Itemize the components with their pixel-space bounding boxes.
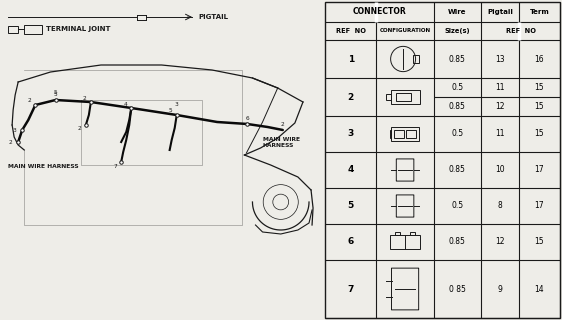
Text: 5: 5 [53, 92, 57, 97]
Text: 17: 17 [534, 202, 544, 211]
Text: 1: 1 [348, 54, 354, 63]
Text: 15: 15 [534, 102, 544, 111]
Text: 14: 14 [534, 284, 544, 293]
Text: Wire: Wire [448, 9, 466, 15]
Text: 15: 15 [534, 83, 544, 92]
Text: 2: 2 [281, 123, 284, 127]
Text: 16: 16 [534, 54, 544, 63]
Text: 13: 13 [495, 54, 505, 63]
Text: 11: 11 [495, 130, 505, 139]
Text: 15: 15 [534, 237, 544, 246]
Text: 9: 9 [497, 284, 502, 293]
Text: 3: 3 [12, 127, 16, 132]
Text: Term: Term [529, 9, 549, 15]
Text: 8: 8 [497, 202, 502, 211]
Text: 10: 10 [495, 165, 505, 174]
Text: REF  NO: REF NO [506, 28, 536, 34]
Text: REF  NO: REF NO [336, 28, 366, 34]
Text: 12: 12 [495, 102, 505, 111]
Text: 0.85: 0.85 [449, 102, 466, 111]
Text: 11: 11 [495, 83, 505, 92]
Text: 3: 3 [348, 130, 354, 139]
Text: 0.85: 0.85 [449, 165, 466, 174]
Text: 0.5: 0.5 [451, 202, 464, 211]
Text: 0.85: 0.85 [449, 54, 466, 63]
Text: 4: 4 [348, 165, 354, 174]
Text: 5: 5 [348, 202, 354, 211]
Text: 4: 4 [123, 101, 127, 107]
Text: 6: 6 [348, 237, 354, 246]
Text: 5: 5 [169, 108, 173, 114]
Text: 12: 12 [495, 237, 505, 246]
Text: 7: 7 [114, 164, 117, 170]
Text: 6: 6 [246, 116, 249, 122]
Text: 2: 2 [78, 126, 81, 132]
Text: CONNECTOR: CONNECTOR [352, 7, 406, 17]
Text: 0.5: 0.5 [451, 83, 464, 92]
Text: 0.85: 0.85 [449, 237, 466, 246]
Text: 0.5: 0.5 [451, 130, 464, 139]
Text: PIGTAIL: PIGTAIL [198, 14, 228, 20]
Text: 2: 2 [83, 95, 87, 100]
Text: 15: 15 [534, 130, 544, 139]
Text: MAIN WIRE HARNESS: MAIN WIRE HARNESS [8, 164, 79, 169]
Text: 0 85: 0 85 [449, 284, 466, 293]
Text: 2: 2 [8, 140, 12, 145]
Text: MAIN WIRE
HARNESS: MAIN WIRE HARNESS [262, 137, 300, 148]
Text: 7: 7 [348, 284, 354, 293]
Text: TERMINAL JOINT: TERMINAL JOINT [47, 26, 111, 32]
Text: Pigtail: Pigtail [487, 9, 513, 15]
Text: 2: 2 [348, 92, 354, 101]
Text: Size(s): Size(s) [445, 28, 470, 34]
Text: 2: 2 [28, 99, 31, 103]
Text: CONFIGURATION: CONFIGURATION [379, 28, 430, 34]
Text: 5: 5 [53, 90, 57, 94]
Text: 17: 17 [534, 165, 544, 174]
Text: 3: 3 [175, 102, 179, 108]
